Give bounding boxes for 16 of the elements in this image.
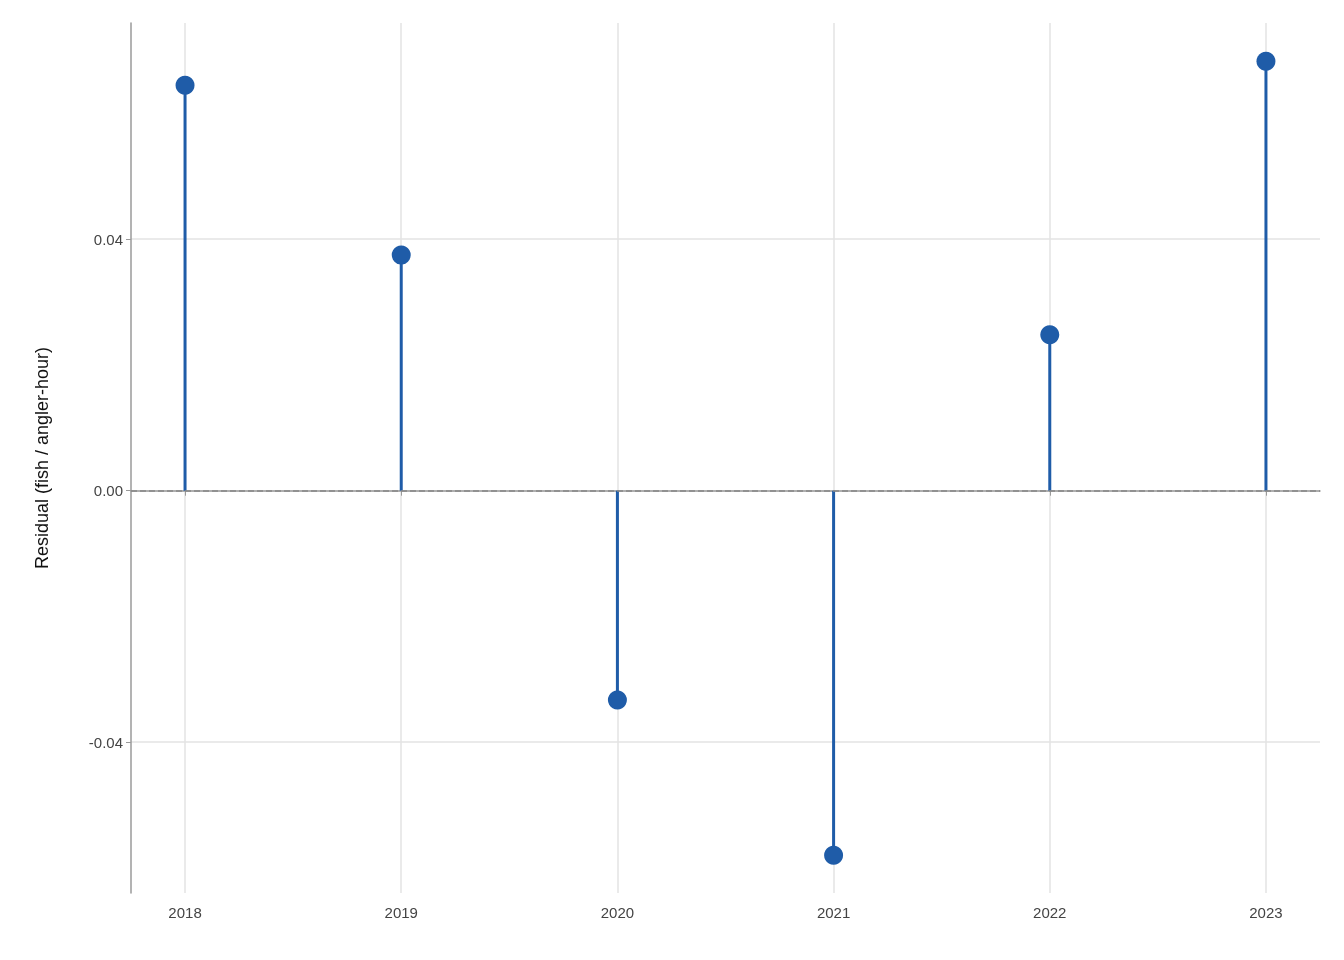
y-tick-label: 0.00 (93, 482, 123, 500)
y-tick-label: 0.04 (93, 230, 123, 248)
point (1256, 51, 1276, 71)
point (391, 245, 411, 265)
point (824, 845, 844, 865)
y-axis-title: Residual (fish / angler-hour) (32, 346, 52, 570)
x-tick-label: 2018 (168, 904, 202, 921)
x-tick-label: 2023 (1249, 904, 1283, 921)
x-tick-label: 2020 (600, 904, 635, 921)
point (1040, 325, 1060, 345)
point (607, 690, 627, 710)
x-tick-label: 2019 (384, 904, 418, 921)
x-tick-label: 2022 (1033, 904, 1067, 921)
x-tick-label: 2021 (816, 904, 851, 921)
y-tick-label: -0.04 (88, 733, 123, 751)
point (175, 75, 195, 95)
